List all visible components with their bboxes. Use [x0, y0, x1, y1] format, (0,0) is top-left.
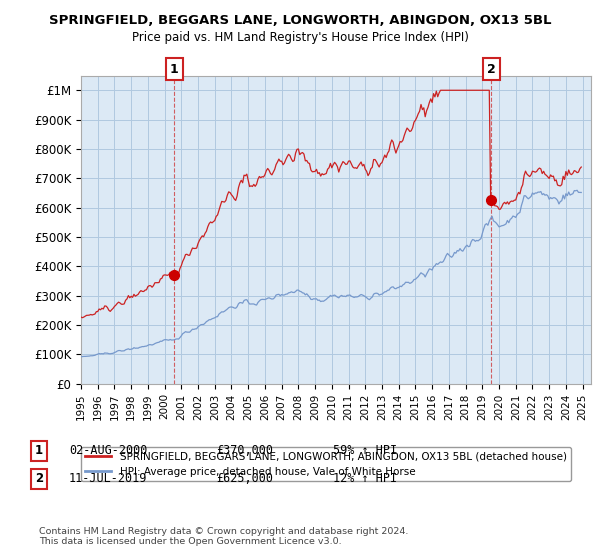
Text: Contains HM Land Registry data © Crown copyright and database right 2024.
This d: Contains HM Land Registry data © Crown c…: [39, 526, 409, 546]
Text: 1: 1: [35, 444, 43, 458]
Text: Price paid vs. HM Land Registry's House Price Index (HPI): Price paid vs. HM Land Registry's House …: [131, 31, 469, 44]
Text: 2: 2: [35, 472, 43, 486]
Text: 2: 2: [487, 63, 496, 76]
Text: 11-JUL-2019: 11-JUL-2019: [69, 472, 148, 486]
Text: 1: 1: [170, 63, 179, 76]
Text: £370,000: £370,000: [216, 444, 273, 458]
Text: SPRINGFIELD, BEGGARS LANE, LONGWORTH, ABINGDON, OX13 5BL: SPRINGFIELD, BEGGARS LANE, LONGWORTH, AB…: [49, 14, 551, 27]
Text: £625,000: £625,000: [216, 472, 273, 486]
Text: 59% ↑ HPI: 59% ↑ HPI: [333, 444, 397, 458]
Legend: SPRINGFIELD, BEGGARS LANE, LONGWORTH, ABINGDON, OX13 5BL (detached house), HPI: : SPRINGFIELD, BEGGARS LANE, LONGWORTH, AB…: [81, 447, 571, 481]
Text: 02-AUG-2000: 02-AUG-2000: [69, 444, 148, 458]
Text: 12% ↑ HPI: 12% ↑ HPI: [333, 472, 397, 486]
